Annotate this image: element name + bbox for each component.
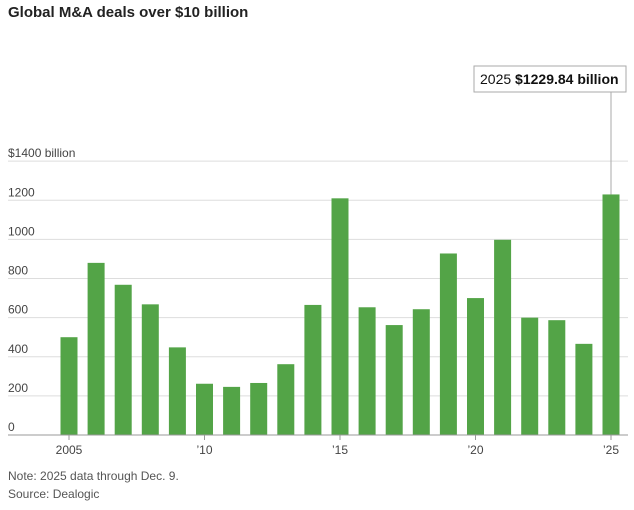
bar-2010 — [196, 383, 213, 435]
chart-note: Note: 2025 data through Dec. 9. — [8, 469, 179, 483]
bar-2006 — [87, 262, 105, 435]
bar-2012 — [250, 382, 268, 435]
chart-title: Global M&A deals over $10 billion — [8, 4, 249, 21]
y-tick-label: $1400 billion — [8, 146, 75, 160]
bar-2014 — [304, 304, 322, 435]
bar-2022 — [521, 317, 539, 435]
bar-2018 — [412, 309, 430, 435]
y-tick-label: 1200 — [8, 185, 35, 199]
callout-label: 2025 $1229.84 billion — [480, 71, 619, 87]
bar-2024 — [575, 343, 593, 435]
y-tick-label: 800 — [8, 264, 28, 278]
bar-2023 — [548, 320, 566, 435]
bar-2009 — [168, 347, 186, 435]
y-tick-label: 1000 — [8, 224, 35, 238]
y-tick-label: 400 — [8, 342, 28, 356]
bar-2011 — [223, 386, 241, 435]
bar-chart: $1400 billion 1200 1000 800 600 400 200 0 2005 ’1… — [8, 65, 628, 457]
callout-year: 2025 — [480, 71, 515, 87]
bar-2016 — [358, 307, 376, 435]
x-tick-label: ’10 — [196, 443, 212, 457]
y-tick-label: 600 — [8, 303, 28, 317]
callout-box — [473, 65, 627, 93]
bar-2005 — [60, 337, 78, 435]
x-tick-label: ’25 — [603, 443, 619, 457]
bar-2021 — [494, 239, 512, 435]
y-tick-label: 0 — [8, 420, 15, 434]
bar-2019 — [439, 253, 457, 435]
bar-2025 — [602, 194, 620, 435]
bar-2017 — [385, 325, 403, 435]
x-tick-label: ’20 — [467, 443, 483, 457]
callout-value: $1229.84 billion — [515, 71, 619, 87]
x-tick-label: ’15 — [332, 443, 348, 457]
bar-2015 — [331, 198, 349, 435]
bar-2020 — [467, 298, 484, 435]
chart-source: Source: Dealogic — [8, 487, 100, 501]
bar-2007 — [114, 284, 132, 435]
bar-2008 — [141, 304, 159, 435]
y-tick-label: 200 — [8, 381, 28, 395]
x-tick-label: 2005 — [56, 443, 83, 457]
bar-2013 — [277, 364, 295, 435]
